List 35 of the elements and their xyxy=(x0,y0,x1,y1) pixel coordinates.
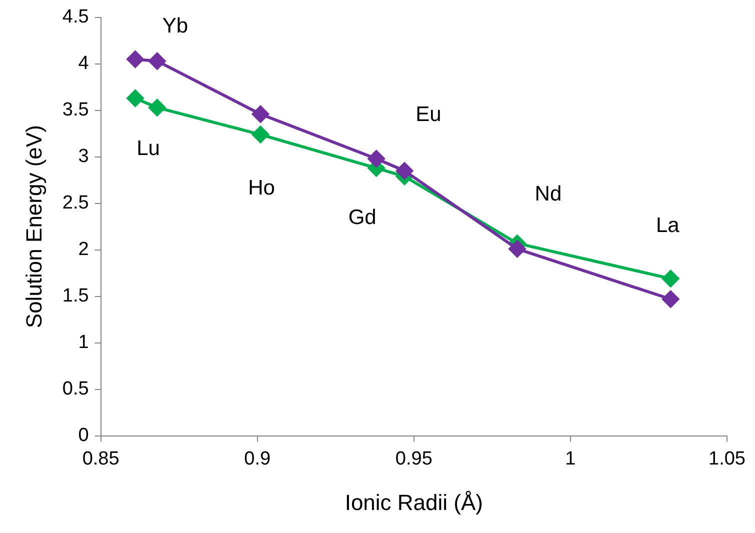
point xyxy=(148,99,166,116)
x-axis-title: Ionic Radii (Å) xyxy=(344,490,483,515)
annotation: Nd xyxy=(534,182,562,206)
point xyxy=(126,90,144,107)
annotation: Yb xyxy=(162,14,188,38)
point xyxy=(662,290,680,308)
y-tick-label: 0 xyxy=(78,425,89,446)
annotation: Lu xyxy=(136,137,160,160)
x-tick-label: 1.05 xyxy=(708,448,746,470)
y-tick-label: 2.5 xyxy=(62,192,89,214)
y-tick-label: 1.5 xyxy=(62,286,89,307)
point xyxy=(396,162,414,180)
point xyxy=(252,126,269,144)
y-tick-label: 1 xyxy=(78,332,89,354)
point xyxy=(148,52,166,70)
annotation: Eu xyxy=(416,103,442,126)
y-tick-label: 4.5 xyxy=(62,6,89,28)
y-tick-label: 2 xyxy=(78,239,89,260)
x-tick-label: 1 xyxy=(565,448,576,470)
point xyxy=(368,150,385,168)
x-tick-label: 0.9 xyxy=(244,448,271,470)
point xyxy=(126,50,144,68)
x-tick-label: 0.85 xyxy=(82,448,120,470)
y-tick-label: 0.5 xyxy=(62,378,89,400)
y-tick-label: 4 xyxy=(78,53,90,74)
x-tick-label: 0.95 xyxy=(395,448,432,470)
annotation: Ho xyxy=(248,176,275,200)
y-tick-label: 3 xyxy=(78,146,89,168)
point xyxy=(252,106,269,123)
y-axis-title: Solution Energy (eV) xyxy=(21,125,46,328)
point xyxy=(508,240,526,258)
y-tick-label: 3.5 xyxy=(62,100,89,121)
point xyxy=(662,270,680,288)
annotation: La xyxy=(656,214,680,237)
annotation: Gd xyxy=(348,206,376,229)
